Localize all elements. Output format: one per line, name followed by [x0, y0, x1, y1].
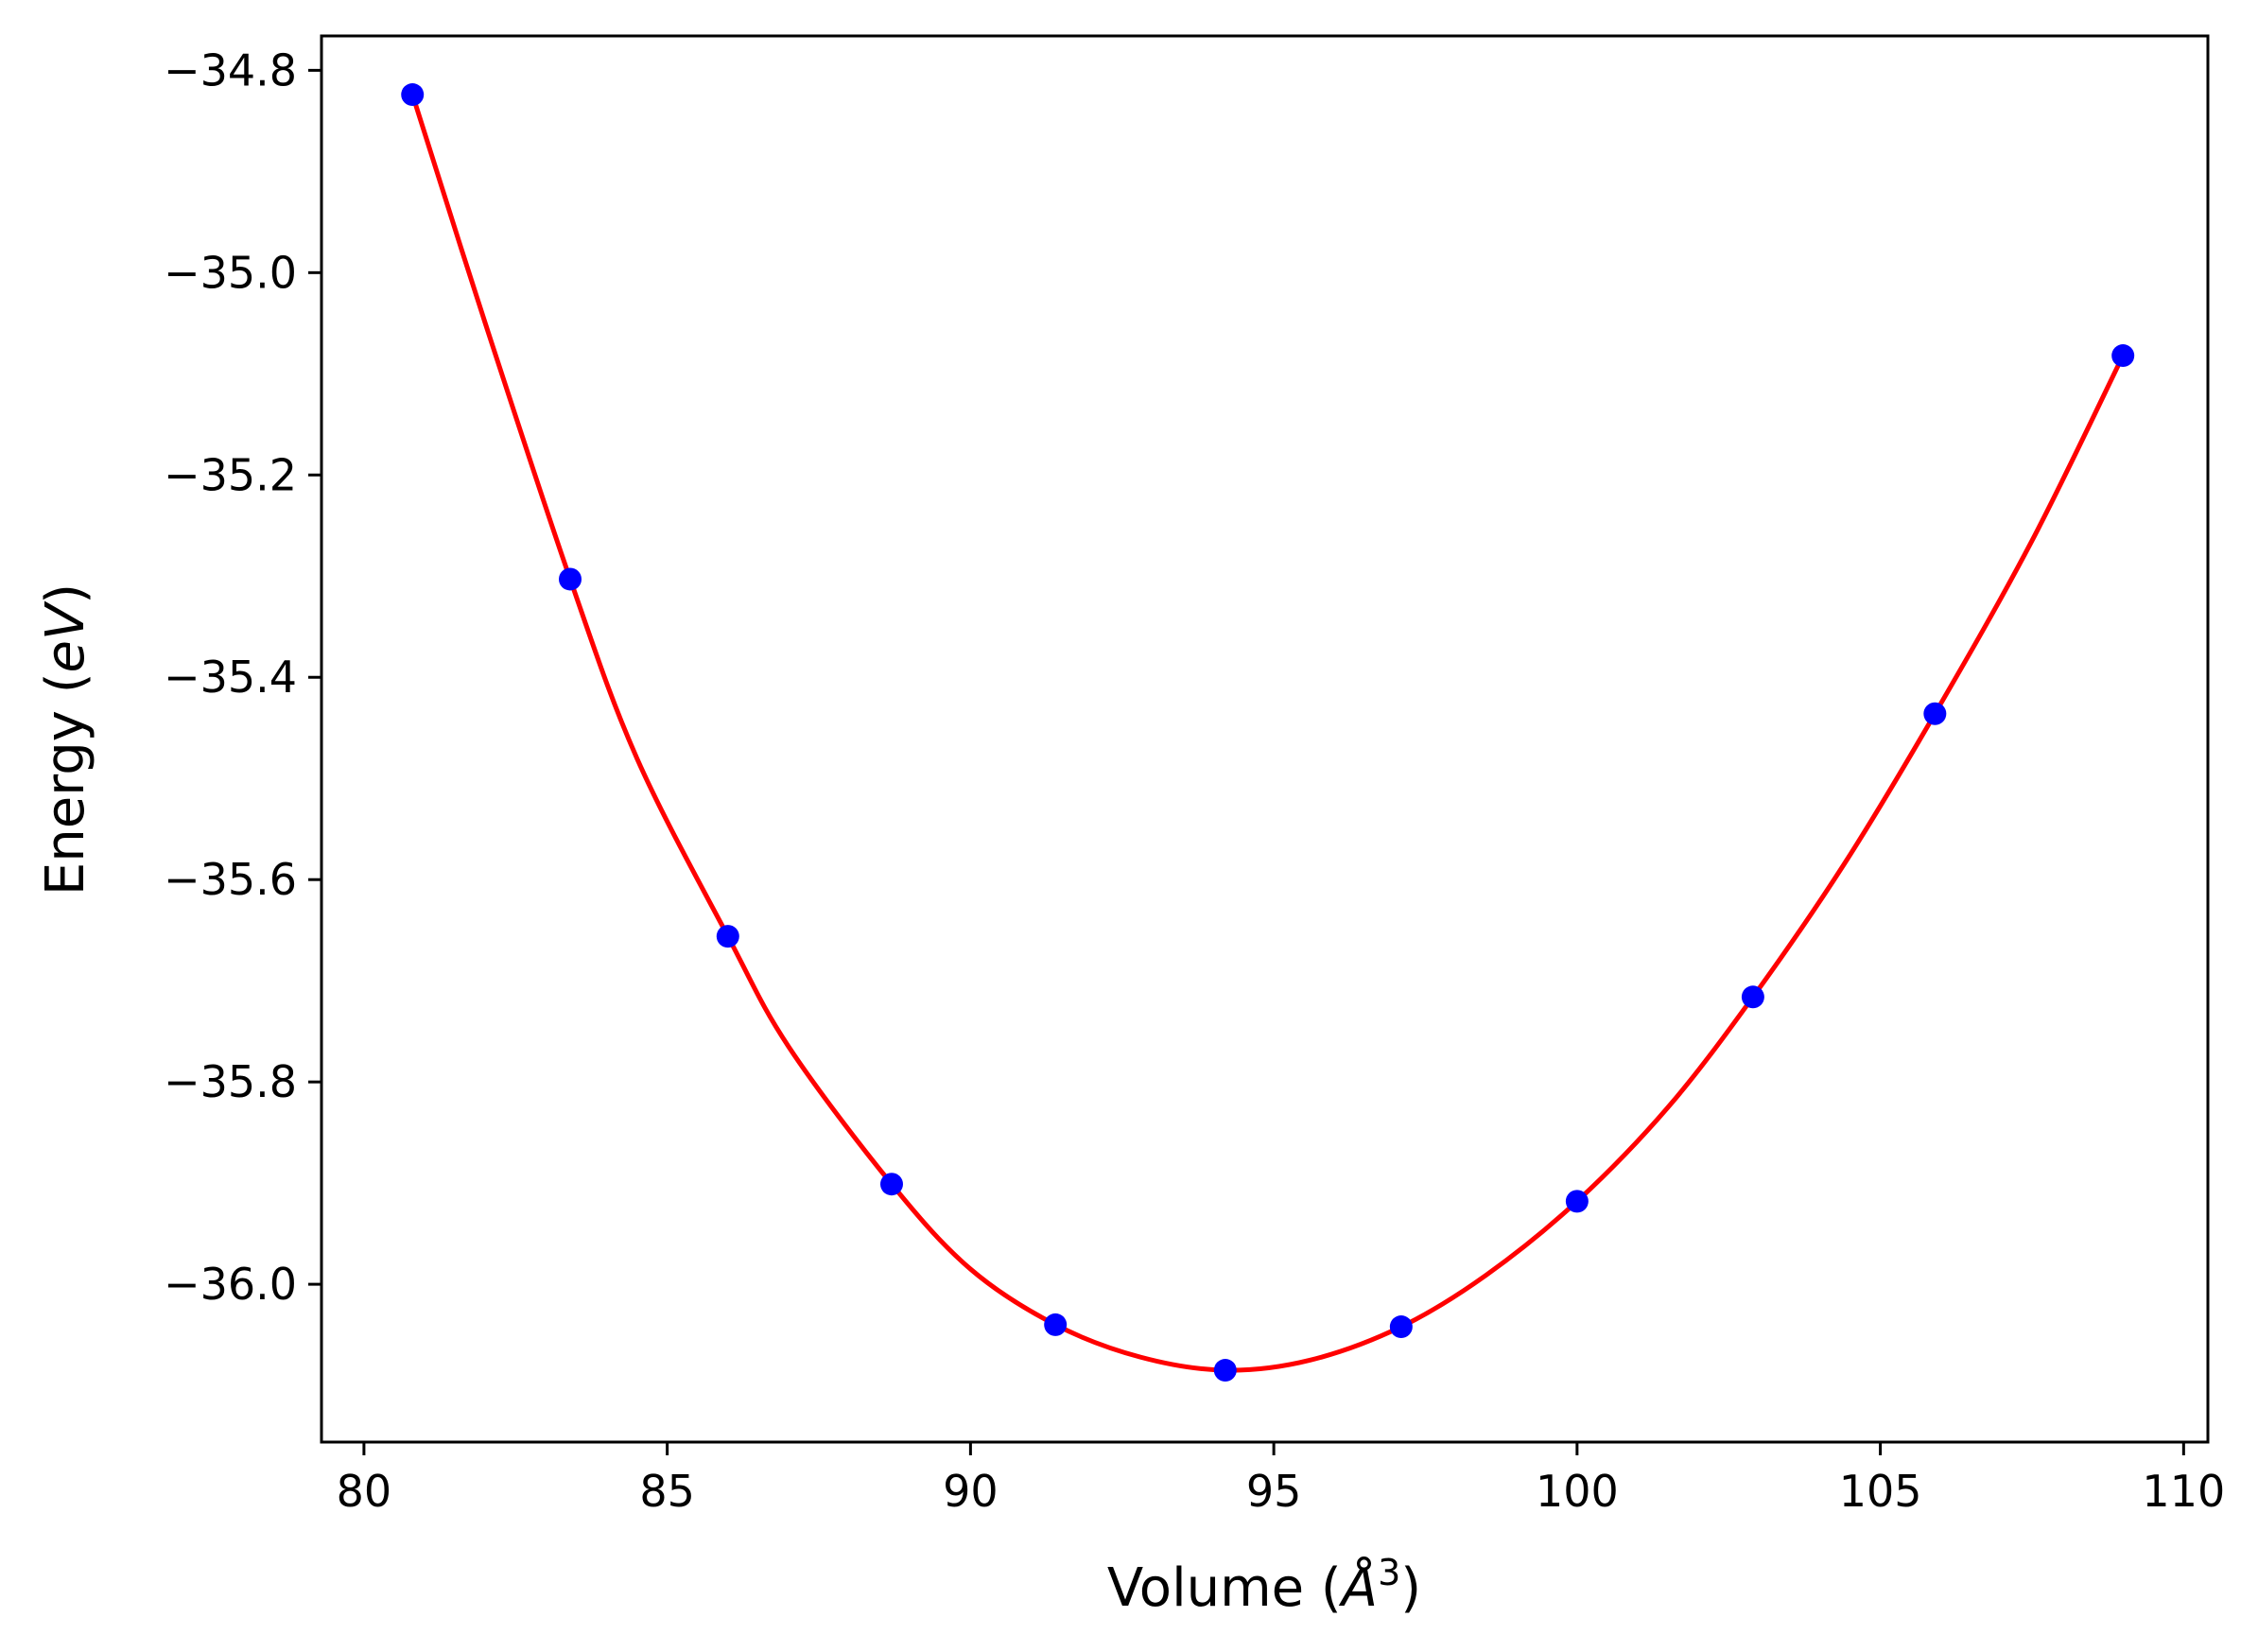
y-tick-label: −35.0 — [164, 247, 297, 298]
y-tick-label: −35.2 — [164, 449, 297, 500]
data-point — [1741, 985, 1764, 1009]
data-point — [401, 83, 425, 107]
x-tick-label: 80 — [337, 1466, 392, 1517]
y-tick-label: −34.8 — [164, 44, 297, 96]
x-tick-label: 110 — [2142, 1466, 2225, 1517]
data-point — [1389, 1315, 1413, 1339]
data-point — [559, 567, 582, 591]
plot-frame — [320, 34, 2210, 1444]
data-point — [2111, 344, 2135, 368]
y-tick-label: −35.8 — [164, 1056, 297, 1107]
data-point — [1044, 1313, 1068, 1336]
data-point — [1923, 702, 1947, 725]
x-tick-label: 105 — [1839, 1466, 1922, 1517]
x-axis-label: Volume (Å3) — [1107, 1552, 1421, 1619]
x-tick-label: 95 — [1246, 1466, 1302, 1517]
data-point — [1565, 1190, 1589, 1213]
x-tick-label: 85 — [639, 1466, 695, 1517]
data-point — [716, 925, 739, 948]
series-layer — [401, 83, 2135, 1382]
fit-curve-line — [409, 94, 2126, 1373]
y-tick-label: −35.4 — [164, 652, 297, 703]
y-tick-label: −36.0 — [164, 1259, 297, 1310]
x-tick-label: 90 — [943, 1466, 999, 1517]
y-axis: −34.8 −35.0 −35.2 −35.4 −35.6 −35.8 −36.0 — [164, 44, 321, 1310]
y-axis-label: Energy (eV) — [35, 583, 96, 896]
data-point — [1213, 1359, 1237, 1382]
x-axis: 80 85 90 95 100 105 110 — [337, 1442, 2225, 1517]
data-point — [879, 1173, 903, 1196]
x-tick-label: 100 — [1536, 1466, 1619, 1517]
y-tick-label: −35.6 — [164, 854, 297, 905]
